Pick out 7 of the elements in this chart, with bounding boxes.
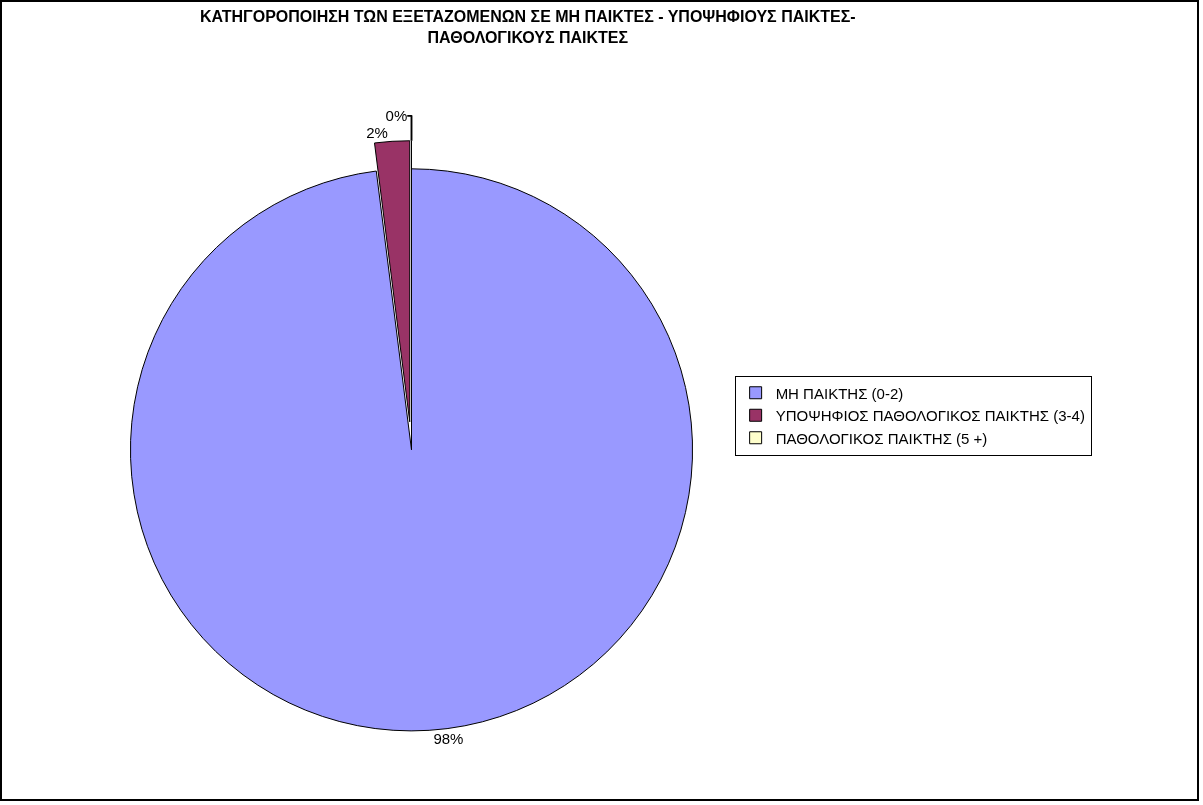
text: 0% — [385, 107, 408, 125]
data-label: 98% — [433, 730, 464, 748]
legend-label: ΥΠΟΨΗΦΙΟΣ ΠΑΘΟΛΟΓΙΚΟΣ ΠΑΙΚΤΗΣ (3-4) — [775, 407, 1085, 425]
data-label: 2% — [366, 124, 388, 142]
legend-label: ΠΑΘΟΛΟΓΙΚΟΣ ΠΑΙΚΤΗΣ (5 +) — [775, 429, 988, 447]
legend-label: ΜΗ ΠΑΙΚΤΗΣ (0-2) — [775, 384, 904, 402]
chart-title: ΚΑΤΗΓΟΡΟΠΟΙΗΣΗ ΤΩΝ ΕΞΕΤΑΖΟΜΕΝΩΝ ΣΕ ΜΗ ΠΑΙΚΤΕΣ - ΥΠΟΨΗΦΙΟΥΣ ΠΑΙΚΤΕΣ- ΠΑΘΟΛΟΓΙΚΟΥΣ ΠΑΙΚΤΕΣ — [199, 7, 856, 46]
